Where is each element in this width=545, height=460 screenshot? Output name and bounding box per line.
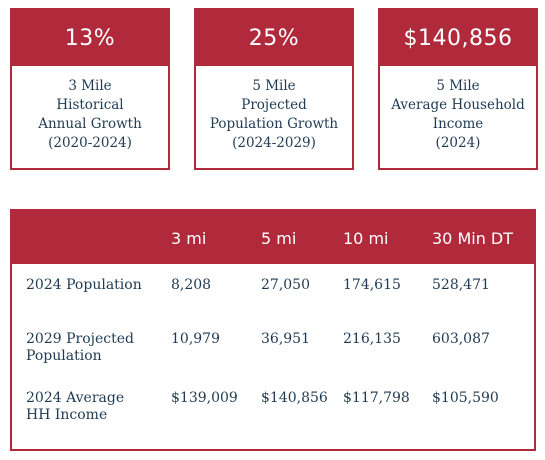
stat-description-line: 3 Mile bbox=[68, 78, 112, 94]
row-label: 2029 Projected Population bbox=[26, 331, 156, 365]
table-cell: $140,856 bbox=[261, 390, 328, 406]
column-header-5mi: 5 mi bbox=[261, 229, 297, 248]
stat-description: 5 Mile Projected Population Growth (2024… bbox=[196, 66, 352, 153]
stat-description-line: 5 Mile bbox=[436, 78, 480, 94]
stat-value: 13% bbox=[12, 10, 168, 66]
table-cell: 8,208 bbox=[171, 277, 212, 293]
stat-card-3mi-growth: 13% 3 Mile Historical Annual Growth (202… bbox=[10, 8, 170, 170]
table-cell: $105,590 bbox=[432, 390, 499, 406]
table-cell: 528,471 bbox=[432, 277, 490, 293]
stat-value: 25% bbox=[196, 10, 352, 66]
stat-description-line: Projected bbox=[241, 97, 307, 113]
stat-description-line: 5 Mile bbox=[252, 78, 296, 94]
row-label-line: HH Income bbox=[26, 407, 108, 423]
table-cell: 174,615 bbox=[343, 277, 401, 293]
table-header: 3 mi 5 mi 10 mi 30 Min DT bbox=[12, 211, 534, 264]
stat-description-line: (2020-2024) bbox=[48, 135, 132, 151]
stat-value: $140,856 bbox=[380, 10, 536, 66]
row-label-line: 2029 Projected bbox=[26, 331, 134, 347]
table-cell: 36,951 bbox=[261, 331, 310, 347]
stat-card-5mi-population-growth: 25% 5 Mile Projected Population Growth (… bbox=[194, 8, 354, 170]
stat-description-line: Historical bbox=[56, 97, 124, 113]
demographics-table: 3 mi 5 mi 10 mi 30 Min DT 2024 Populatio… bbox=[10, 209, 536, 451]
stat-description-line: (2024-2029) bbox=[232, 135, 316, 151]
stat-description: 5 Mile Average Household Income (2024) bbox=[380, 66, 536, 153]
row-label: 2024 Population bbox=[26, 277, 156, 294]
stat-description-line: Annual Growth bbox=[38, 116, 142, 132]
table-cell: 216,135 bbox=[343, 331, 401, 347]
table-cell: 603,087 bbox=[432, 331, 490, 347]
column-header-30min-dt: 30 Min DT bbox=[432, 229, 514, 248]
row-label: 2024 Average HH Income bbox=[26, 390, 156, 424]
stat-card-5mi-income: $140,856 5 Mile Average Household Income… bbox=[378, 8, 538, 170]
table-cell: 27,050 bbox=[261, 277, 310, 293]
stat-description-line: Income bbox=[432, 116, 484, 132]
table-cell: $117,798 bbox=[343, 390, 410, 406]
row-label-line: Population bbox=[26, 348, 102, 364]
stat-description: 3 Mile Historical Annual Growth (2020-20… bbox=[12, 66, 168, 153]
table-cell: $139,009 bbox=[171, 390, 238, 406]
stat-description-line: Average Household bbox=[391, 97, 525, 113]
stat-description-line: (2024) bbox=[435, 135, 481, 151]
stat-description-line: Population Growth bbox=[209, 116, 339, 132]
row-label-line: 2024 Average bbox=[26, 390, 125, 406]
row-label-line: 2024 Population bbox=[26, 277, 142, 293]
column-header-3mi: 3 mi bbox=[171, 229, 207, 248]
column-header-10mi: 10 mi bbox=[343, 229, 389, 248]
table-cell: 10,979 bbox=[171, 331, 220, 347]
